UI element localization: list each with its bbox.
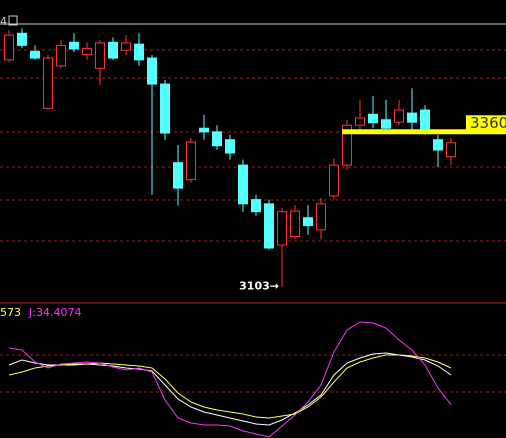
candle-body bbox=[30, 50, 40, 59]
candle-body bbox=[4, 34, 14, 61]
indicator-line bbox=[8, 354, 452, 419]
candle-body bbox=[251, 199, 261, 213]
indicator-label: 573 bbox=[0, 306, 21, 319]
candle-body bbox=[368, 113, 378, 124]
candle-body bbox=[160, 83, 170, 134]
candle-body bbox=[238, 164, 248, 205]
price-line bbox=[342, 129, 506, 135]
candle-body bbox=[407, 112, 417, 123]
candle-body bbox=[329, 164, 339, 197]
candle-body bbox=[95, 42, 105, 69]
candle-body bbox=[277, 211, 287, 246]
candle-body bbox=[290, 210, 300, 237]
candle-body bbox=[381, 119, 391, 129]
candle-body bbox=[433, 139, 443, 151]
candle-body bbox=[342, 124, 352, 166]
candle-body bbox=[303, 217, 313, 227]
candle-body bbox=[420, 109, 430, 131]
candle-body bbox=[56, 44, 66, 67]
candle-body bbox=[147, 57, 157, 85]
candle-body bbox=[355, 117, 365, 126]
price-label: 3360 bbox=[470, 114, 506, 132]
low-annotation: 3103→ bbox=[239, 280, 279, 293]
candle-body bbox=[394, 109, 404, 123]
candle-body bbox=[108, 41, 118, 59]
candle-body bbox=[121, 42, 131, 51]
candle-body bbox=[43, 57, 53, 109]
candle-body bbox=[134, 43, 144, 61]
indicator-label: J:34.4074 bbox=[28, 306, 81, 319]
corner-text: 4 bbox=[0, 15, 7, 28]
indicator-line bbox=[8, 321, 452, 438]
candle-body bbox=[225, 139, 235, 154]
price-label-box bbox=[466, 115, 506, 132]
candle-body bbox=[82, 47, 92, 55]
candle-body bbox=[186, 141, 196, 181]
candle-body bbox=[264, 203, 274, 249]
candle-body bbox=[199, 127, 209, 133]
candle-body bbox=[212, 131, 222, 147]
icon bbox=[8, 15, 18, 26]
candle-body bbox=[173, 162, 183, 189]
candle-body bbox=[316, 203, 326, 231]
candle-body bbox=[17, 32, 27, 46]
candle-body bbox=[69, 41, 79, 50]
candle-body bbox=[446, 142, 456, 158]
